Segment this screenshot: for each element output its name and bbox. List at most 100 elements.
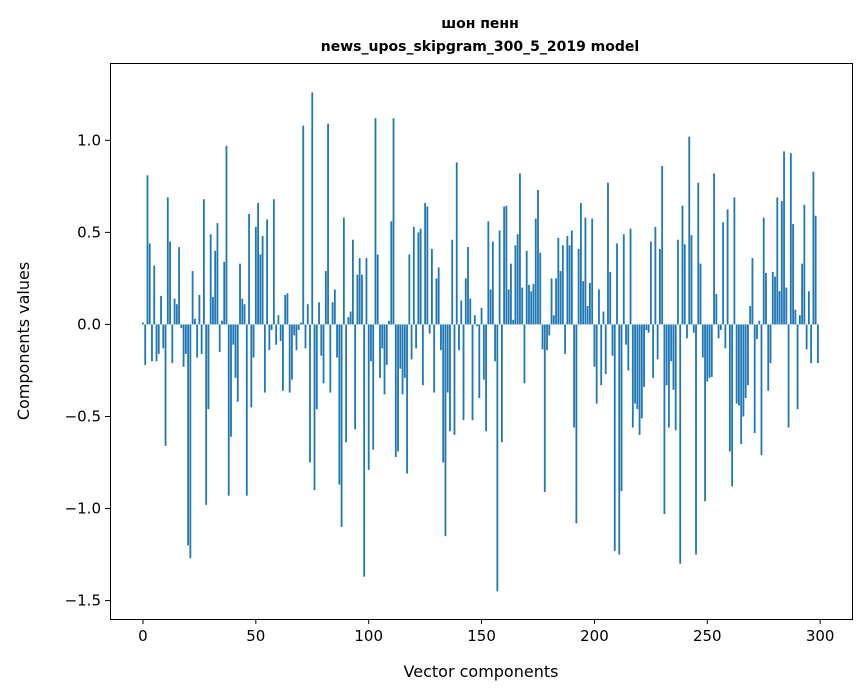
bar-component-249	[704, 324, 706, 502]
bar-component-284	[783, 151, 785, 325]
bar-component-114	[399, 324, 402, 369]
bar-component-299	[817, 324, 819, 364]
bar-component-76	[313, 324, 316, 491]
bar-component-264	[738, 324, 740, 406]
bar-component-8	[160, 295, 162, 325]
bar-component-238	[679, 324, 682, 564]
bar-component-24	[196, 324, 199, 358]
bar-component-12	[169, 241, 171, 325]
bar-component-6	[155, 324, 158, 362]
bar-component-286	[787, 324, 790, 428]
bar-component-98	[363, 324, 366, 577]
bar-component-67	[293, 324, 296, 336]
bar-component-272	[756, 324, 758, 340]
bar-component-65	[288, 324, 291, 393]
plot-frame	[110, 63, 853, 620]
bar-component-208	[611, 324, 614, 356]
bar-component-62	[282, 324, 284, 391]
bar-component-146	[471, 324, 474, 421]
bar-component-232	[665, 324, 668, 386]
bar-component-237	[677, 239, 679, 325]
bar-component-97	[361, 274, 363, 325]
bar-component-13	[171, 324, 174, 364]
bar-component-38	[227, 324, 230, 496]
bar-component-241	[686, 324, 688, 339]
bar-component-287	[789, 153, 792, 325]
bar-component-197	[586, 306, 589, 325]
bar-component-253	[713, 173, 715, 325]
bar-component-174	[534, 218, 537, 325]
bar-component-227	[654, 226, 657, 325]
bar-component-215	[627, 324, 630, 371]
bar-component-44	[241, 298, 244, 325]
bar-component-117	[406, 324, 408, 474]
bar-component-87	[338, 324, 341, 485]
bar-component-51	[257, 202, 259, 325]
bar-component-57	[270, 324, 273, 330]
bar-component-230	[661, 166, 664, 325]
bar-component-233	[668, 324, 670, 428]
bar-component-41	[234, 324, 237, 378]
bar-component-4	[151, 324, 153, 362]
y-tick-label: −1.0	[65, 500, 101, 518]
bar-component-190	[570, 230, 573, 325]
bar-component-225	[649, 241, 652, 325]
bar-component-169	[523, 324, 526, 384]
bar-component-1	[144, 324, 147, 365]
bar-component-159	[500, 324, 503, 443]
bar-component-168	[521, 287, 524, 325]
x-tick-label: 300	[806, 627, 835, 645]
bar-component-182	[552, 315, 555, 325]
bar-component-191	[573, 324, 576, 428]
bar-component-23	[193, 318, 196, 325]
bar-component-102	[372, 324, 375, 450]
bar-component-219	[636, 324, 639, 410]
bar-component-270	[751, 258, 754, 325]
bar-component-37	[225, 145, 228, 325]
bar-component-172	[530, 291, 533, 325]
bar-component-124	[421, 324, 424, 386]
bar-component-194	[579, 202, 582, 325]
bar-component-192	[575, 324, 578, 524]
bar-component-104	[376, 254, 379, 325]
bar-component-282	[778, 291, 781, 325]
bar-component-211	[618, 324, 621, 555]
bar-component-283	[780, 201, 783, 325]
bar-component-274	[760, 324, 763, 456]
bar-component-206	[607, 182, 609, 325]
bar-component-184	[557, 237, 560, 325]
bar-component-130	[435, 278, 438, 325]
bar-component-64	[286, 293, 289, 325]
bar-component-129	[433, 324, 436, 393]
bar-component-220	[638, 324, 641, 435]
bar-component-16	[178, 247, 180, 325]
bar-component-276	[765, 272, 767, 325]
bar-component-199	[591, 218, 594, 325]
bar-component-162	[507, 289, 510, 325]
bar-component-166	[516, 234, 519, 325]
bar-component-3	[148, 243, 151, 325]
bar-component-144	[467, 247, 469, 325]
bar-component-234	[670, 324, 673, 362]
bar-component-73	[306, 304, 309, 325]
bar-component-212	[620, 324, 623, 492]
bar-component-66	[291, 324, 293, 380]
bar-component-223	[645, 324, 648, 330]
bar-component-138	[453, 324, 456, 435]
bar-component-86	[336, 324, 338, 358]
bar-component-261	[731, 324, 734, 487]
chart-title-line-1: шон пенн	[441, 16, 519, 32]
bar-component-7	[157, 324, 160, 354]
bar-component-296	[810, 324, 813, 364]
bar-component-100	[367, 324, 370, 470]
bar-component-268	[747, 324, 749, 386]
bar-component-58	[272, 199, 275, 325]
bar-component-173	[532, 283, 535, 325]
bar-component-19	[184, 324, 187, 354]
bar-component-170	[525, 250, 528, 325]
bar-component-267	[744, 324, 747, 399]
bar-component-120	[412, 226, 415, 325]
bar-component-247	[699, 263, 702, 325]
bar-component-231	[663, 324, 666, 515]
bar-component-48	[250, 324, 253, 408]
